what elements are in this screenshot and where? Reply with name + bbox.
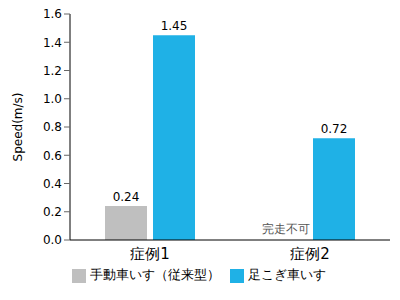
svg-text:症例1: 症例1: [130, 245, 170, 263]
svg-text:Speed(m/s): Speed(m/s): [11, 93, 25, 162]
svg-text:1.4: 1.4: [43, 36, 62, 50]
svg-text:0.8: 0.8: [43, 120, 62, 134]
svg-text:1.2: 1.2: [43, 64, 62, 78]
svg-text:症例2: 症例2: [290, 245, 330, 263]
svg-text:0.24: 0.24: [113, 190, 140, 204]
html-text:手動車いす（従来型）: 手動車いす（従来型）: [90, 267, 220, 282]
svg-text:0.6: 0.6: [43, 149, 62, 163]
svg-text:1.45: 1.45: [161, 19, 188, 33]
svg-text:0.0: 0.0: [43, 233, 62, 247]
svg-text:0.4: 0.4: [43, 177, 62, 191]
svg-text:0.72: 0.72: [321, 122, 348, 136]
svg-text:0.2: 0.2: [43, 205, 62, 219]
svg-text:1.0: 1.0: [43, 92, 62, 106]
html-text:足こぎ車いす: 足こぎ車いす: [248, 267, 326, 282]
svg-text:1.6: 1.6: [43, 7, 62, 21]
svg-text:完走不可: 完走不可: [262, 222, 310, 236]
